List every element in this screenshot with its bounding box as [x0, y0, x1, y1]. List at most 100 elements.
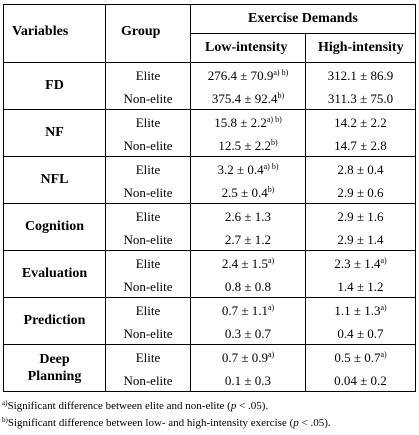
variable-label: NF [45, 125, 64, 140]
low-intensity-value: 0.1 ± 0.3 [191, 374, 305, 387]
cell-value: 2.3 ± 1.4 [334, 256, 381, 271]
group-label: Non-elite [123, 91, 173, 106]
header-rule [3, 62, 415, 63]
significance-marker: a) [267, 256, 275, 265]
low-intensity-value: 0.7 ± 1.1a) [191, 303, 305, 318]
footnote-a-text: Significant difference between elite and… [7, 400, 231, 412]
row-rule [3, 250, 415, 251]
footnote-b-p: p [293, 417, 299, 429]
results-table: Variables Group Exercise Demands Low-int… [3, 4, 416, 392]
variable-label: Deep [39, 352, 70, 367]
significance-marker: b) [277, 91, 285, 100]
high-intensity-value: 311.3 ± 75.0 [306, 92, 415, 105]
low-intensity-value: 2.5 ± 0.4b) [191, 185, 305, 200]
variable-label: Prediction [23, 313, 86, 328]
low-intensity-value: 276.4 ± 70.9a) b) [191, 68, 305, 83]
row-rule [3, 344, 415, 345]
cell-value: 312.1 ± 86.9 [327, 68, 394, 83]
group-label: Non-elite [123, 326, 173, 341]
group-label: Non-elite [123, 279, 173, 294]
cell-value: 311.3 ± 75.0 [327, 91, 394, 106]
cell-value: 15.8 ± 2.2 [214, 115, 267, 130]
significance-marker: b) [267, 185, 275, 194]
low-intensity-value: 0.7 ± 0.9a) [191, 350, 305, 365]
group-label: Elite [135, 68, 161, 83]
group-label: Non-elite [123, 232, 173, 247]
significance-marker: a) [380, 303, 387, 312]
significance-marker: a) [267, 303, 275, 312]
group-label: Elite [135, 350, 161, 365]
footnote-a: a)Significant difference between elite a… [2, 399, 269, 412]
cell-value: 2.9 ± 0.6 [337, 185, 384, 200]
footnote-a-tail: < .05). [236, 400, 269, 412]
cell-value: 0.04 ± 0.2 [334, 373, 387, 388]
high-intensity-value: 0.5 ± 0.7a) [306, 350, 415, 365]
significance-marker: a) b) [263, 162, 279, 171]
low-intensity-value: 0.8 ± 0.8 [191, 280, 305, 293]
header-low-intensity: Low-intensity [205, 40, 288, 55]
cell-value: 2.7 ± 1.2 [224, 232, 272, 247]
cell-value: 1.4 ± 1.2 [337, 279, 384, 294]
high-intensity-value: 2.3 ± 1.4a) [306, 256, 415, 271]
variable-label: Planning [27, 369, 82, 384]
footnote-b: b)Significant difference between low- an… [2, 416, 331, 429]
cell-value: 3.2 ± 0.4 [217, 162, 264, 177]
variable-label: FD [45, 78, 64, 93]
high-intensity-value: 14.2 ± 2.2 [306, 116, 415, 129]
cell-value: 0.1 ± 0.3 [224, 373, 272, 388]
high-intensity-value: 2.9 ± 1.4 [306, 233, 415, 246]
high-intensity-value: 14.7 ± 2.8 [306, 139, 415, 152]
low-intensity-value: 12.5 ± 2.2b) [191, 138, 305, 153]
cell-value: 12.5 ± 2.2 [218, 138, 271, 153]
significance-marker: a) [380, 350, 387, 359]
top-rule [3, 4, 415, 5]
cell-value: 14.2 ± 2.2 [334, 115, 387, 130]
low-intensity-value: 2.4 ± 1.5a) [191, 256, 305, 271]
high-intensity-value: 2.9 ± 1.6 [306, 210, 415, 223]
cell-value: 2.6 ± 1.3 [224, 209, 272, 224]
low-intensity-value: 15.8 ± 2.2a) b) [191, 115, 305, 130]
left-border [3, 4, 4, 392]
intensity-divider [305, 33, 306, 392]
group-label: Non-elite [123, 185, 173, 200]
footnote-b-text: Significant difference between low- and … [7, 417, 294, 429]
high-intensity-value: 2.8 ± 0.4 [306, 163, 415, 176]
group-label: Elite [135, 303, 161, 318]
row-rule [3, 297, 415, 298]
group-label: Elite [135, 256, 161, 271]
footnote-a-mark: a) [2, 399, 8, 407]
footnote-a-p: p [230, 400, 237, 412]
header-variables: Variables [12, 24, 69, 39]
cell-value: 2.5 ± 0.4 [221, 185, 268, 200]
significance-marker: b) [270, 138, 278, 147]
footnote-b-tail: < .05). [298, 417, 331, 429]
header-exercise-demands: Exercise Demands [248, 11, 358, 26]
row-rule [3, 391, 415, 392]
cell-value: 14.7 ± 2.8 [334, 138, 387, 153]
footnote-b-mark: b) [2, 416, 8, 424]
significance-marker: a) [380, 256, 387, 265]
low-intensity-value: 375.4 ± 92.4b) [191, 91, 305, 106]
group-label: Elite [135, 209, 161, 224]
significance-marker: a) b) [273, 68, 289, 77]
cell-value: 1.1 ± 1.3 [334, 303, 381, 318]
group-label: Elite [135, 115, 161, 130]
cell-value: 2.9 ± 1.4 [337, 232, 384, 247]
high-intensity-value: 1.1 ± 1.3a) [306, 303, 415, 318]
group-label: Non-elite [123, 138, 173, 153]
cell-value: 0.3 ± 0.7 [224, 326, 272, 341]
significance-marker: a) b) [266, 115, 282, 124]
row-rule [3, 109, 415, 110]
cell-value: 0.7 ± 1.1 [221, 303, 268, 318]
cell-value: 0.5 ± 0.7 [334, 350, 381, 365]
group-label: Elite [135, 162, 161, 177]
cell-value: 2.9 ± 1.6 [337, 209, 384, 224]
cell-value: 2.4 ± 1.5 [221, 256, 268, 271]
cell-value: 0.7 ± 0.9 [221, 350, 268, 365]
header-group: Group [121, 24, 161, 39]
variable-label: NFL [40, 172, 69, 187]
row-rule [3, 156, 415, 157]
high-intensity-value: 0.04 ± 0.2 [306, 374, 415, 387]
header-high-intensity: High-intensity [318, 40, 404, 55]
cell-value: 276.4 ± 70.9 [207, 68, 274, 83]
